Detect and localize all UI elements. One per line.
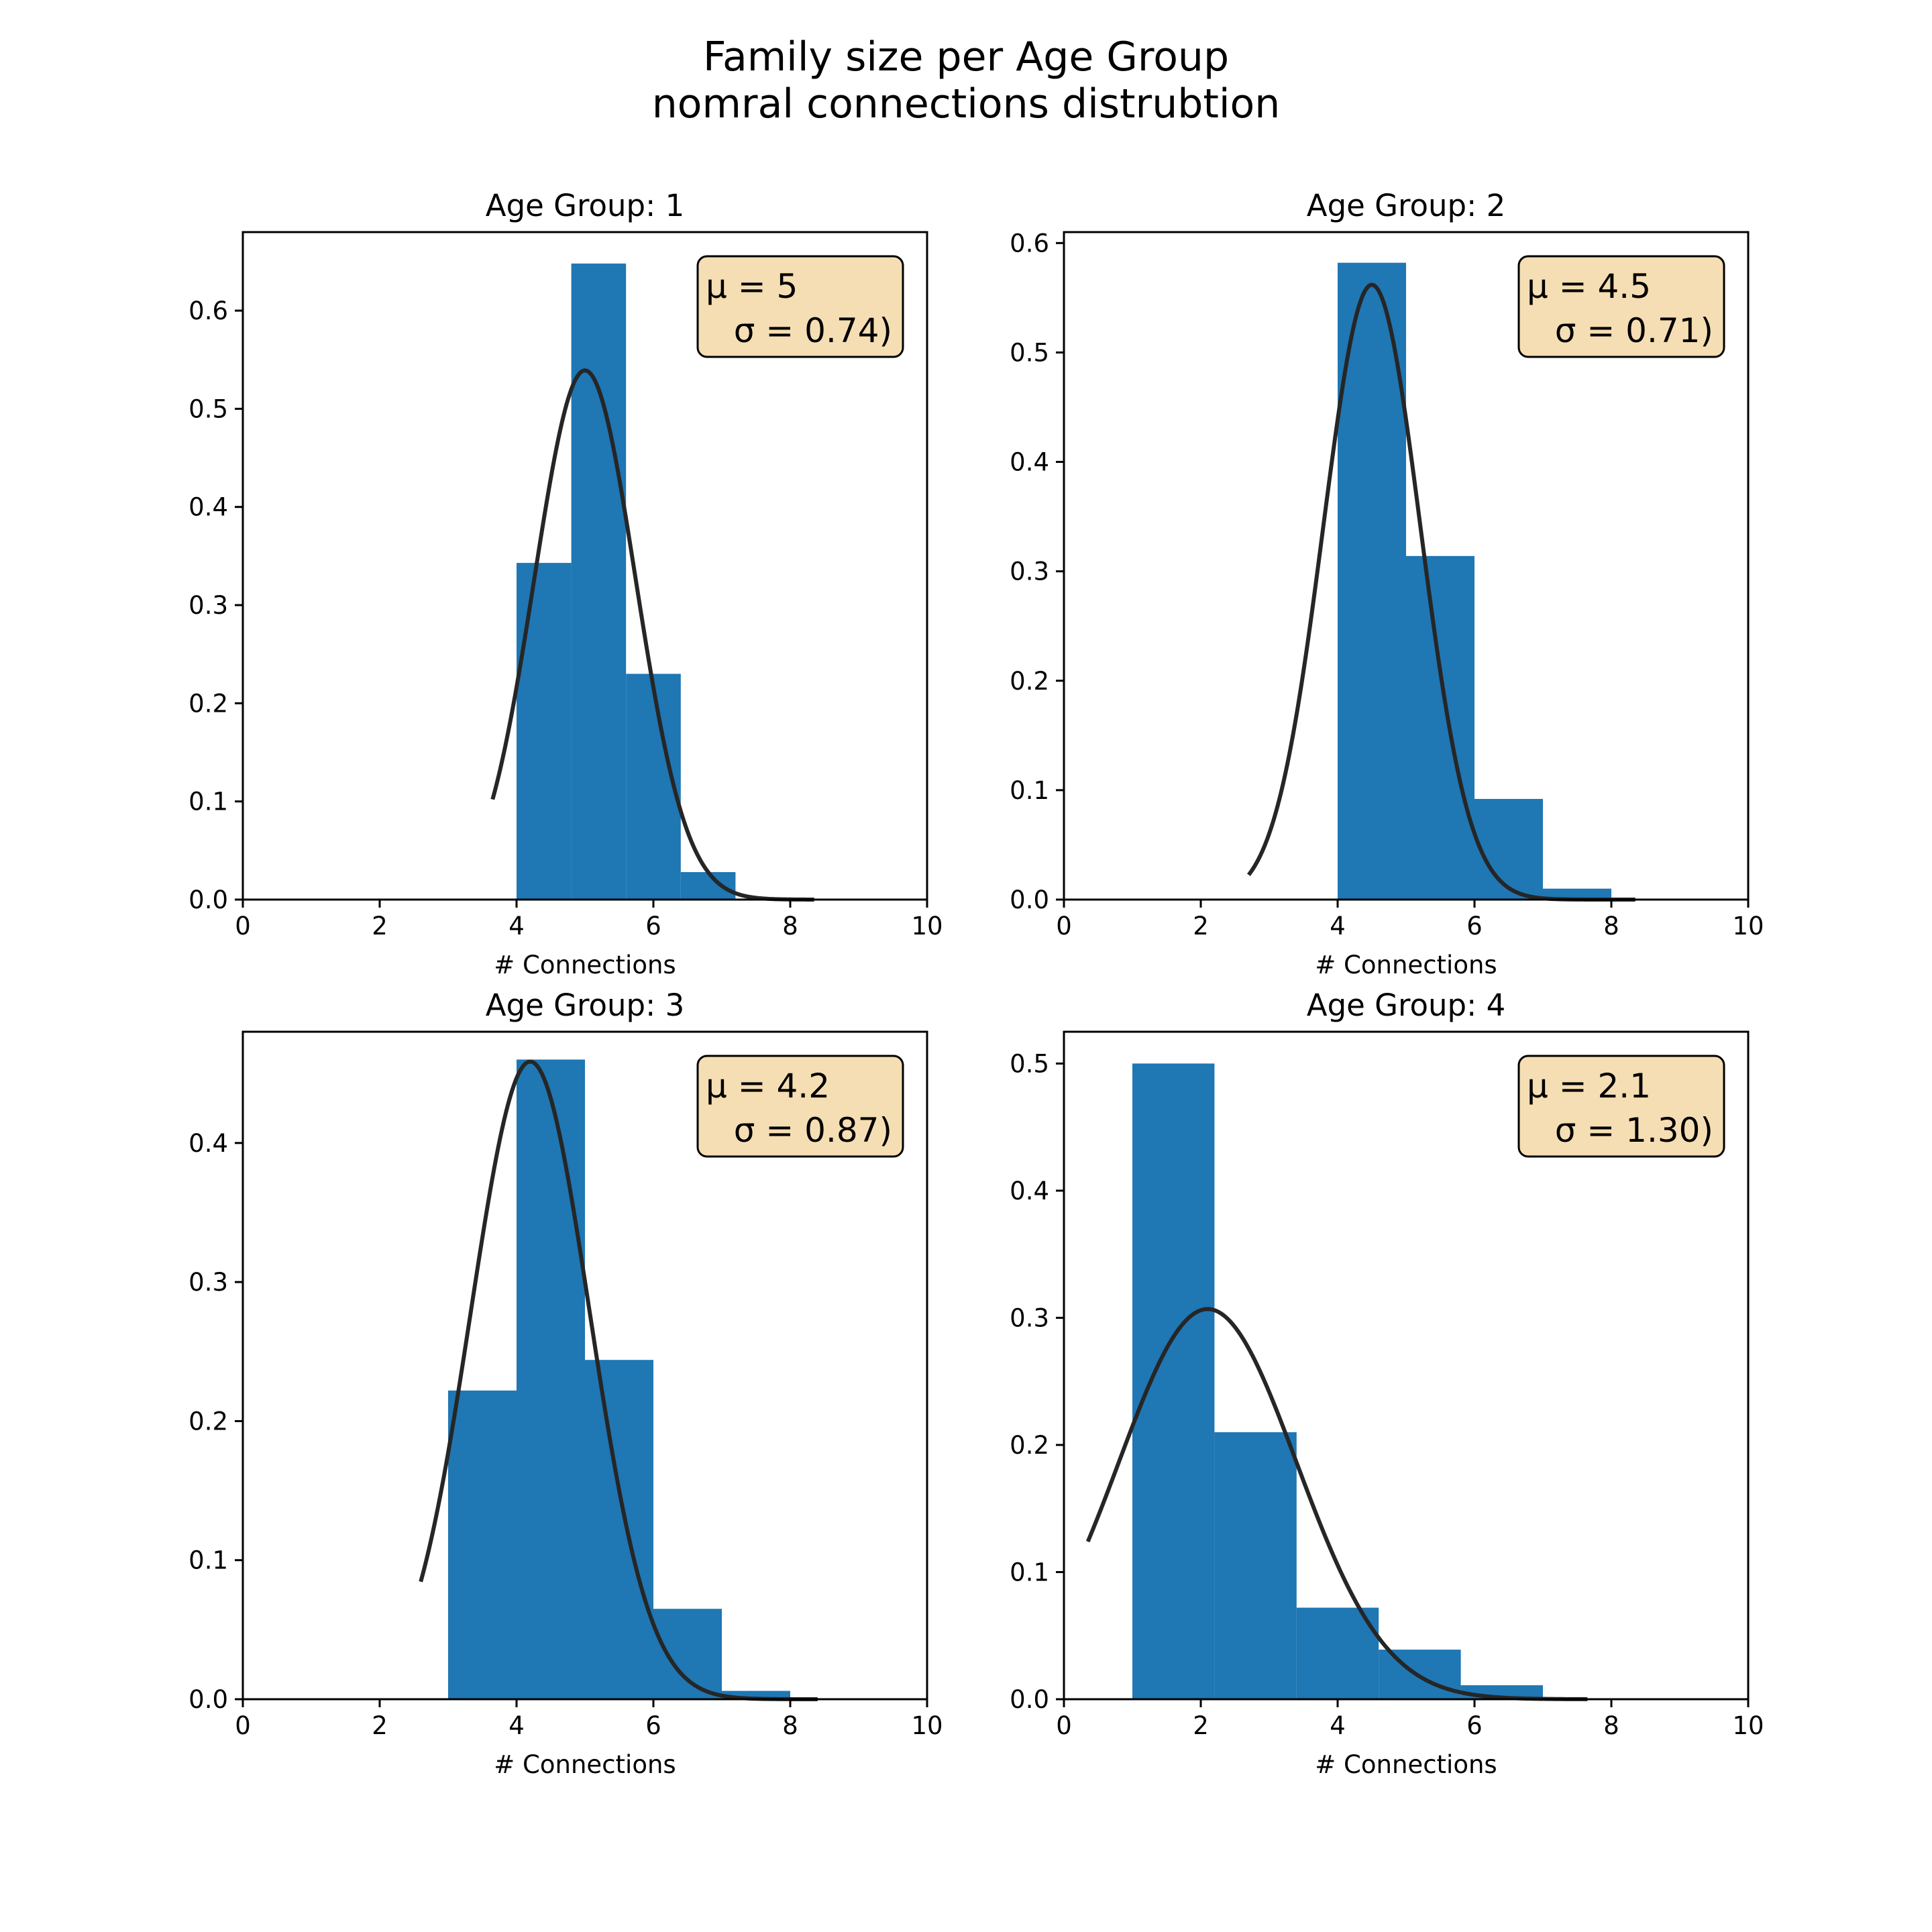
y-tick-label: 0.5 bbox=[189, 394, 228, 423]
y-tick-label: 0.4 bbox=[1010, 448, 1049, 477]
subplot-age-group-2: 0 2 4 6 8 10 0.0 0.1 0.2 0.3 0.4 0.5 0.6 Age Group: 2… bbox=[1010, 188, 1764, 979]
axes-frame bbox=[1063, 1030, 1750, 1701]
x-tick-label: 6 bbox=[1466, 1711, 1483, 1740]
x-tick-label: 4 bbox=[508, 1711, 525, 1740]
stats-mu: μ = 5 bbox=[706, 267, 798, 306]
x-tick-label: 6 bbox=[645, 1711, 661, 1740]
figure-title-line1: Family size per Age Group bbox=[703, 34, 1229, 80]
x-tick-label: 0 bbox=[1056, 1711, 1072, 1740]
stats-box bbox=[696, 1055, 904, 1158]
y-tick-label: 0.2 bbox=[1010, 1431, 1049, 1460]
subplot-grid: 0 2 4 6 8 10 0.0 0.1 0.2 0.3 0.4 0.5 0.6 Age Group: 1… bbox=[189, 188, 1764, 1779]
x-tick-label: 8 bbox=[1603, 912, 1619, 941]
y-tick-label: 0.3 bbox=[189, 591, 228, 620]
y-tick-label: 0.2 bbox=[189, 1407, 228, 1436]
subplot-title: Age Group: 3 bbox=[486, 987, 684, 1023]
stats-mu: μ = 2.1 bbox=[1527, 1067, 1651, 1106]
histogram-bar bbox=[1132, 1063, 1215, 1699]
y-tick-label: 0.0 bbox=[189, 885, 228, 914]
subplot-title: Age Group: 1 bbox=[486, 188, 684, 223]
subplot-age-group-1: 0 2 4 6 8 10 0.0 0.1 0.2 0.3 0.4 0.5 0.6 Age Group: 1… bbox=[189, 188, 943, 979]
histogram-bar bbox=[1338, 262, 1406, 900]
y-tick-label: 0.2 bbox=[1010, 667, 1049, 696]
x-tick-label: 2 bbox=[372, 912, 388, 941]
subplot-title: Age Group: 2 bbox=[1307, 188, 1505, 223]
stats-sigma: σ = 1.30) bbox=[1555, 1111, 1713, 1150]
histogram-bar bbox=[1406, 555, 1474, 900]
histogram-bar bbox=[1474, 798, 1543, 900]
histogram-bar bbox=[653, 1609, 722, 1699]
x-axis-label: # Connections bbox=[494, 951, 676, 979]
histogram-bar bbox=[517, 563, 572, 900]
x-tick-label: 6 bbox=[1466, 912, 1483, 941]
x-tick-label: 10 bbox=[1732, 1711, 1764, 1740]
normal-fit-curve bbox=[1085, 1307, 1588, 1701]
x-tick-label: 10 bbox=[911, 912, 943, 941]
x-tick-label: 8 bbox=[782, 1711, 798, 1740]
y-tick-label: 0.6 bbox=[1010, 229, 1049, 258]
x-axis-label: # Connections bbox=[494, 1750, 676, 1779]
y-tick-label: 0.5 bbox=[1010, 338, 1049, 367]
y-tick-label: 0.4 bbox=[189, 493, 228, 522]
x-tick-label: 0 bbox=[235, 912, 251, 941]
y-tick-label: 0.1 bbox=[189, 788, 228, 816]
subplot-title: Age Group: 4 bbox=[1307, 987, 1505, 1023]
x-tick-label: 8 bbox=[1603, 1711, 1619, 1740]
stats-box bbox=[696, 255, 904, 358]
x-tick-label: 6 bbox=[645, 912, 661, 941]
stats-mu: μ = 4.5 bbox=[1527, 267, 1651, 306]
y-tick-label: 0.0 bbox=[1010, 885, 1049, 914]
histogram-bar bbox=[1296, 1607, 1379, 1699]
subplot-age-group-3: 0 2 4 6 8 10 0.0 0.1 0.2 0.3 0.4 Age Group: 3 # Conn… bbox=[189, 987, 943, 1779]
subplot-age-group-4: 0 2 4 6 8 10 0.0 0.1 0.2 0.3 0.4 0.5 Age Group: 4 # C… bbox=[1010, 987, 1764, 1779]
x-tick-label: 10 bbox=[1732, 912, 1764, 941]
y-tick-label: 0.1 bbox=[1010, 1558, 1049, 1587]
x-tick-label: 0 bbox=[1056, 912, 1072, 941]
y-tick-label: 0.5 bbox=[1010, 1049, 1049, 1078]
y-tick-label: 0.2 bbox=[189, 689, 228, 718]
stats-sigma: σ = 0.74) bbox=[734, 311, 892, 350]
y-tick-label: 0.0 bbox=[1010, 1685, 1049, 1714]
x-tick-label: 8 bbox=[782, 912, 798, 941]
y-tick-label: 0.3 bbox=[1010, 1303, 1049, 1332]
axes-frame bbox=[1063, 231, 1750, 901]
y-tick-label: 0.1 bbox=[189, 1546, 228, 1575]
x-axis-label: # Connections bbox=[1315, 951, 1497, 979]
axes-frame bbox=[241, 1030, 928, 1701]
x-tick-label: 2 bbox=[1193, 912, 1209, 941]
stats-sigma: σ = 0.87) bbox=[734, 1111, 892, 1150]
x-tick-label: 10 bbox=[911, 1711, 943, 1740]
y-tick-label: 0.4 bbox=[1010, 1177, 1049, 1205]
histogram-bar bbox=[1214, 1432, 1297, 1699]
stats-sigma: σ = 0.71) bbox=[1555, 311, 1713, 350]
histogram-bar bbox=[571, 263, 627, 900]
normal-fit-curve bbox=[490, 368, 815, 902]
x-tick-label: 4 bbox=[1330, 1711, 1346, 1740]
histogram-bar bbox=[626, 674, 681, 900]
figure-title-line2: nomral connections distrubtion bbox=[652, 80, 1281, 127]
stats-box bbox=[1517, 1055, 1725, 1158]
y-tick-label: 0.6 bbox=[189, 297, 228, 325]
axes-frame bbox=[241, 231, 928, 901]
histogram-bar bbox=[448, 1390, 517, 1699]
histogram-bar bbox=[1543, 888, 1611, 900]
histogram-bar bbox=[680, 872, 736, 900]
x-tick-label: 2 bbox=[1193, 1711, 1209, 1740]
x-tick-label: 0 bbox=[235, 1711, 251, 1740]
y-tick-label: 0.0 bbox=[189, 1685, 228, 1714]
y-tick-label: 0.3 bbox=[189, 1268, 228, 1297]
x-tick-label: 2 bbox=[372, 1711, 388, 1740]
y-tick-label: 0.4 bbox=[189, 1129, 228, 1158]
x-tick-label: 4 bbox=[1330, 912, 1346, 941]
y-tick-label: 0.3 bbox=[1010, 557, 1049, 586]
stats-box bbox=[1517, 255, 1725, 358]
histogram-bar bbox=[517, 1059, 585, 1699]
y-tick-label: 0.1 bbox=[1010, 776, 1049, 805]
histogram-bar bbox=[585, 1360, 653, 1699]
x-axis-label: # Connections bbox=[1315, 1750, 1497, 1779]
x-tick-label: 4 bbox=[508, 912, 525, 941]
stats-mu: μ = 4.2 bbox=[706, 1067, 830, 1106]
